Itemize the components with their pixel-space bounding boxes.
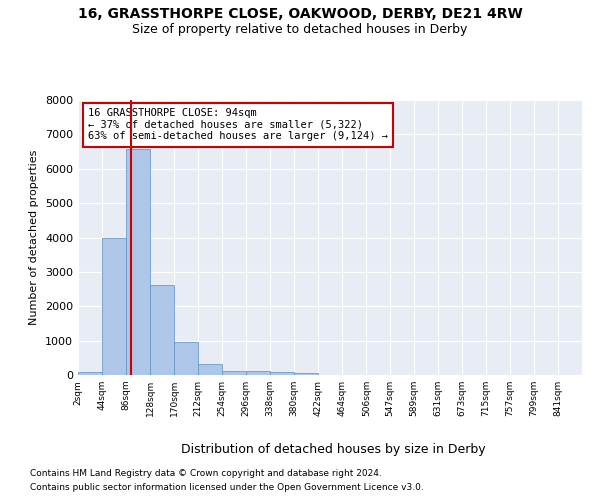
Text: Distribution of detached houses by size in Derby: Distribution of detached houses by size …: [181, 442, 485, 456]
Text: Contains public sector information licensed under the Open Government Licence v3: Contains public sector information licen…: [30, 484, 424, 492]
Text: Contains HM Land Registry data © Crown copyright and database right 2024.: Contains HM Land Registry data © Crown c…: [30, 468, 382, 477]
Bar: [102, 238, 126, 375]
Bar: [198, 364, 222, 375]
Bar: [222, 371, 246, 375]
Bar: [78, 372, 102, 375]
Bar: [270, 372, 294, 375]
Bar: [246, 371, 270, 375]
Text: 16, GRASSTHORPE CLOSE, OAKWOOD, DERBY, DE21 4RW: 16, GRASSTHORPE CLOSE, OAKWOOD, DERBY, D…: [77, 8, 523, 22]
Text: Size of property relative to detached houses in Derby: Size of property relative to detached ho…: [133, 22, 467, 36]
Bar: [150, 285, 174, 375]
Text: 16 GRASSTHORPE CLOSE: 94sqm
← 37% of detached houses are smaller (5,322)
63% of : 16 GRASSTHORPE CLOSE: 94sqm ← 37% of det…: [88, 108, 388, 142]
Bar: [174, 342, 198, 375]
Bar: [126, 149, 150, 375]
Y-axis label: Number of detached properties: Number of detached properties: [29, 150, 40, 325]
Bar: [294, 373, 318, 375]
